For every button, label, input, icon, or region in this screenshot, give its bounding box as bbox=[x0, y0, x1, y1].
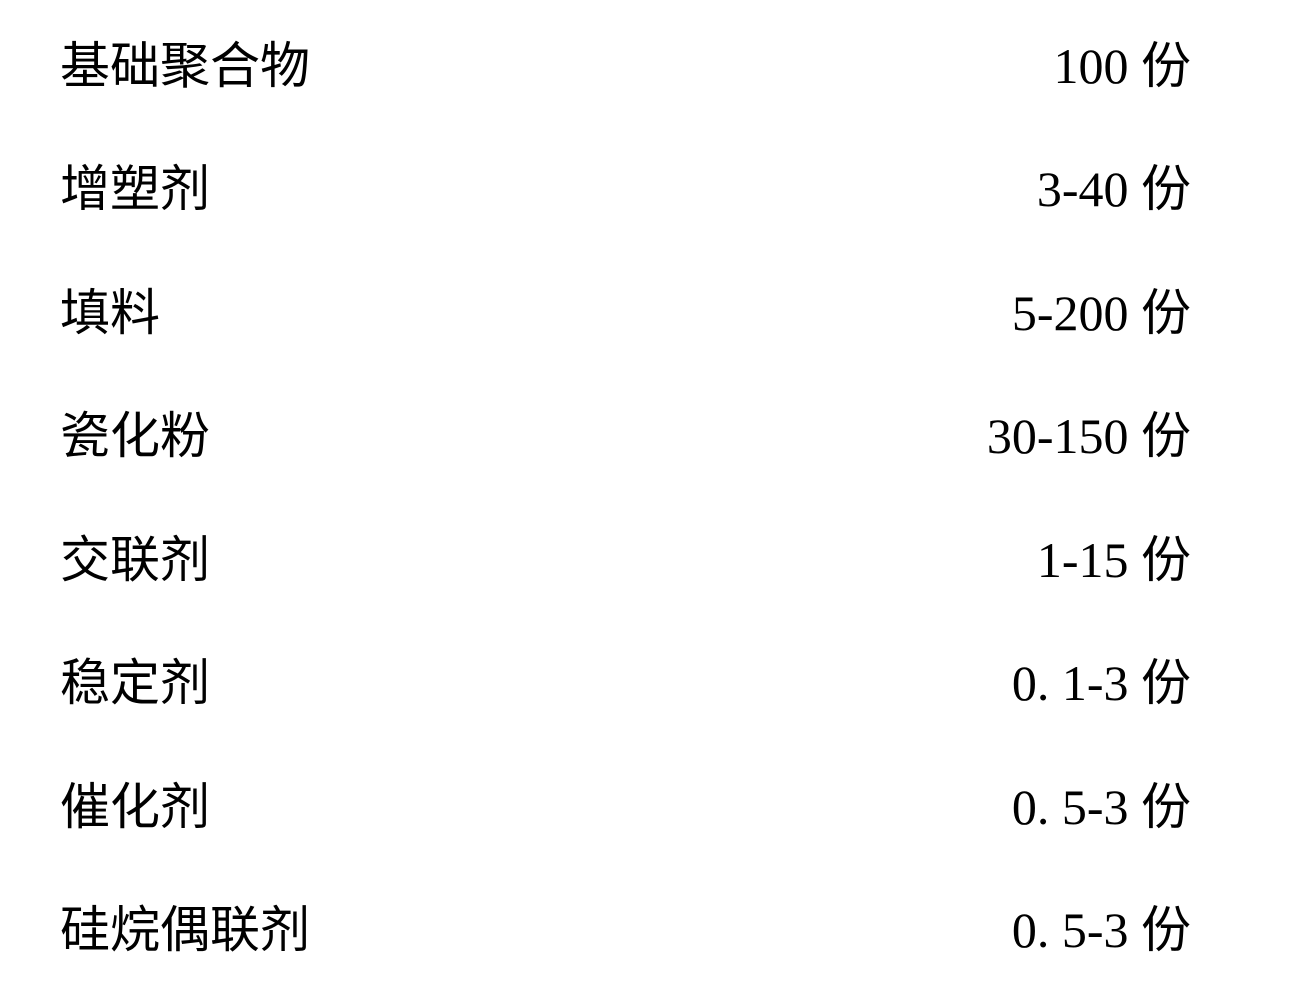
ingredient-label: 基础聚合物 bbox=[60, 26, 310, 98]
table-row: 催化剂 0. 5-3 份 bbox=[60, 767, 1231, 839]
ingredient-value: 5-200 份 bbox=[1012, 273, 1191, 345]
table-row: 硅烷偶联剂 0. 5-3 份 bbox=[60, 890, 1231, 962]
ingredient-label: 填料 bbox=[60, 273, 160, 345]
ingredient-value: 100 份 bbox=[1054, 26, 1192, 98]
ingredient-label: 催化剂 bbox=[60, 767, 210, 839]
table-row: 瓷化粉 30-150 份 bbox=[60, 396, 1231, 468]
table-row: 基础聚合物 100 份 bbox=[60, 26, 1231, 98]
table-row: 填料 5-200 份 bbox=[60, 273, 1231, 345]
ingredient-value: 0. 5-3 份 bbox=[1012, 767, 1191, 839]
ingredient-label: 稳定剂 bbox=[60, 643, 210, 715]
table-row: 稳定剂 0. 1-3 份 bbox=[60, 643, 1231, 715]
ingredient-value: 0. 1-3 份 bbox=[1012, 643, 1191, 715]
table-row: 交联剂 1-15 份 bbox=[60, 520, 1231, 592]
ingredient-value: 3-40 份 bbox=[1037, 149, 1191, 221]
ingredient-label: 瓷化粉 bbox=[60, 396, 210, 468]
ingredients-table: 基础聚合物 100 份 增塑剂 3-40 份 填料 5-200 份 瓷化粉 30… bbox=[60, 0, 1231, 988]
ingredient-value: 30-150 份 bbox=[987, 396, 1191, 468]
ingredient-value: 0. 5-3 份 bbox=[1012, 890, 1191, 962]
table-row: 增塑剂 3-40 份 bbox=[60, 149, 1231, 221]
ingredient-value: 1-15 份 bbox=[1037, 520, 1191, 592]
ingredient-label: 交联剂 bbox=[60, 520, 210, 592]
ingredient-label: 硅烷偶联剂 bbox=[60, 890, 310, 962]
ingredient-label: 增塑剂 bbox=[60, 149, 210, 221]
